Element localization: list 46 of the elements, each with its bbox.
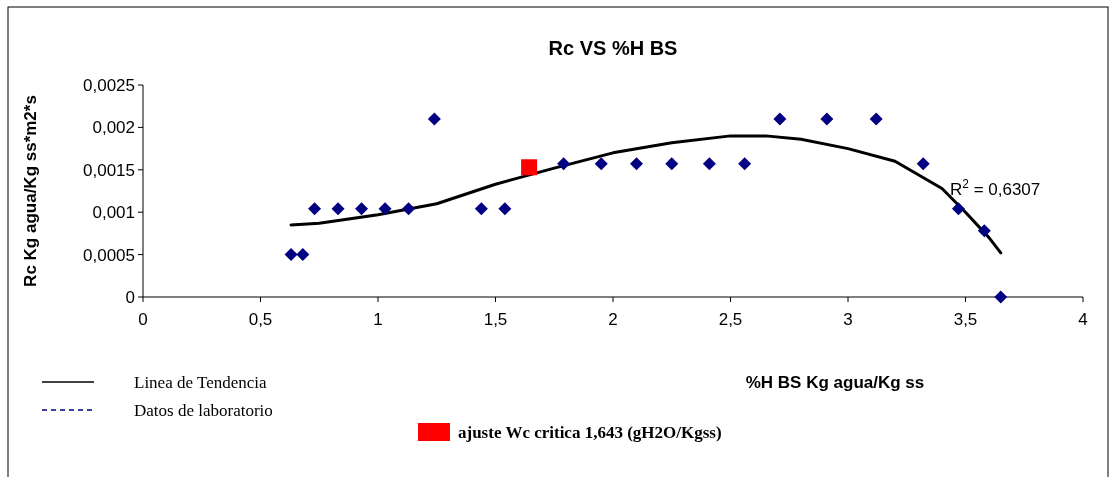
point	[951, 202, 965, 216]
point	[665, 157, 679, 171]
legend-label: Datos de laboratorio	[134, 400, 273, 420]
x-tick-label: 2	[608, 310, 618, 329]
point	[402, 202, 416, 216]
x-tick-label: 1	[373, 310, 383, 329]
point	[773, 112, 787, 126]
x-tick-label: 3	[843, 310, 853, 329]
x-tick-label: 0,5	[248, 310, 273, 329]
x-tick-label: 2,5	[718, 310, 743, 329]
point	[284, 248, 298, 262]
y-axis-title: Rc Kg agua/Kg ss*m2*s	[21, 95, 40, 287]
chart-title: Rc VS %H BS	[548, 37, 678, 59]
point	[427, 112, 441, 126]
x-tick-label: 0	[138, 310, 148, 329]
point	[977, 224, 991, 238]
point	[331, 202, 345, 216]
x-axis-title: %H BS Kg agua/Kg ss	[745, 373, 925, 392]
y-tick-label: 0,002	[92, 118, 135, 138]
point	[738, 157, 752, 171]
legend-label: Linea de Tendencia	[134, 372, 267, 392]
point	[308, 202, 322, 216]
point	[355, 202, 369, 216]
point	[820, 112, 834, 126]
y-tick-label: 0,0015	[83, 160, 135, 180]
x-tick-label: 1,5	[483, 310, 508, 329]
point	[869, 112, 883, 126]
y-tick-label: 0,0025	[83, 75, 135, 95]
point	[594, 157, 608, 171]
point	[630, 157, 643, 171]
y-tick-label: 0	[125, 287, 135, 307]
y-tick-label: 0,0005	[83, 245, 135, 265]
point	[296, 248, 310, 262]
point	[378, 202, 392, 216]
y-tick-label: 0,001	[92, 203, 135, 223]
point	[521, 159, 538, 176]
legend-label: ajuste Wc critica 1,643 (gH2O/Kgss)	[458, 422, 722, 442]
point	[702, 157, 716, 171]
point	[474, 202, 488, 216]
x-tick-label: 4	[1078, 310, 1088, 329]
point	[916, 157, 930, 171]
point	[994, 290, 1008, 304]
point	[498, 202, 512, 216]
annotation: R$^{2}$ = 0,6307	[950, 177, 1041, 199]
x-tick-label: 3,5	[953, 310, 978, 329]
point	[557, 157, 571, 171]
